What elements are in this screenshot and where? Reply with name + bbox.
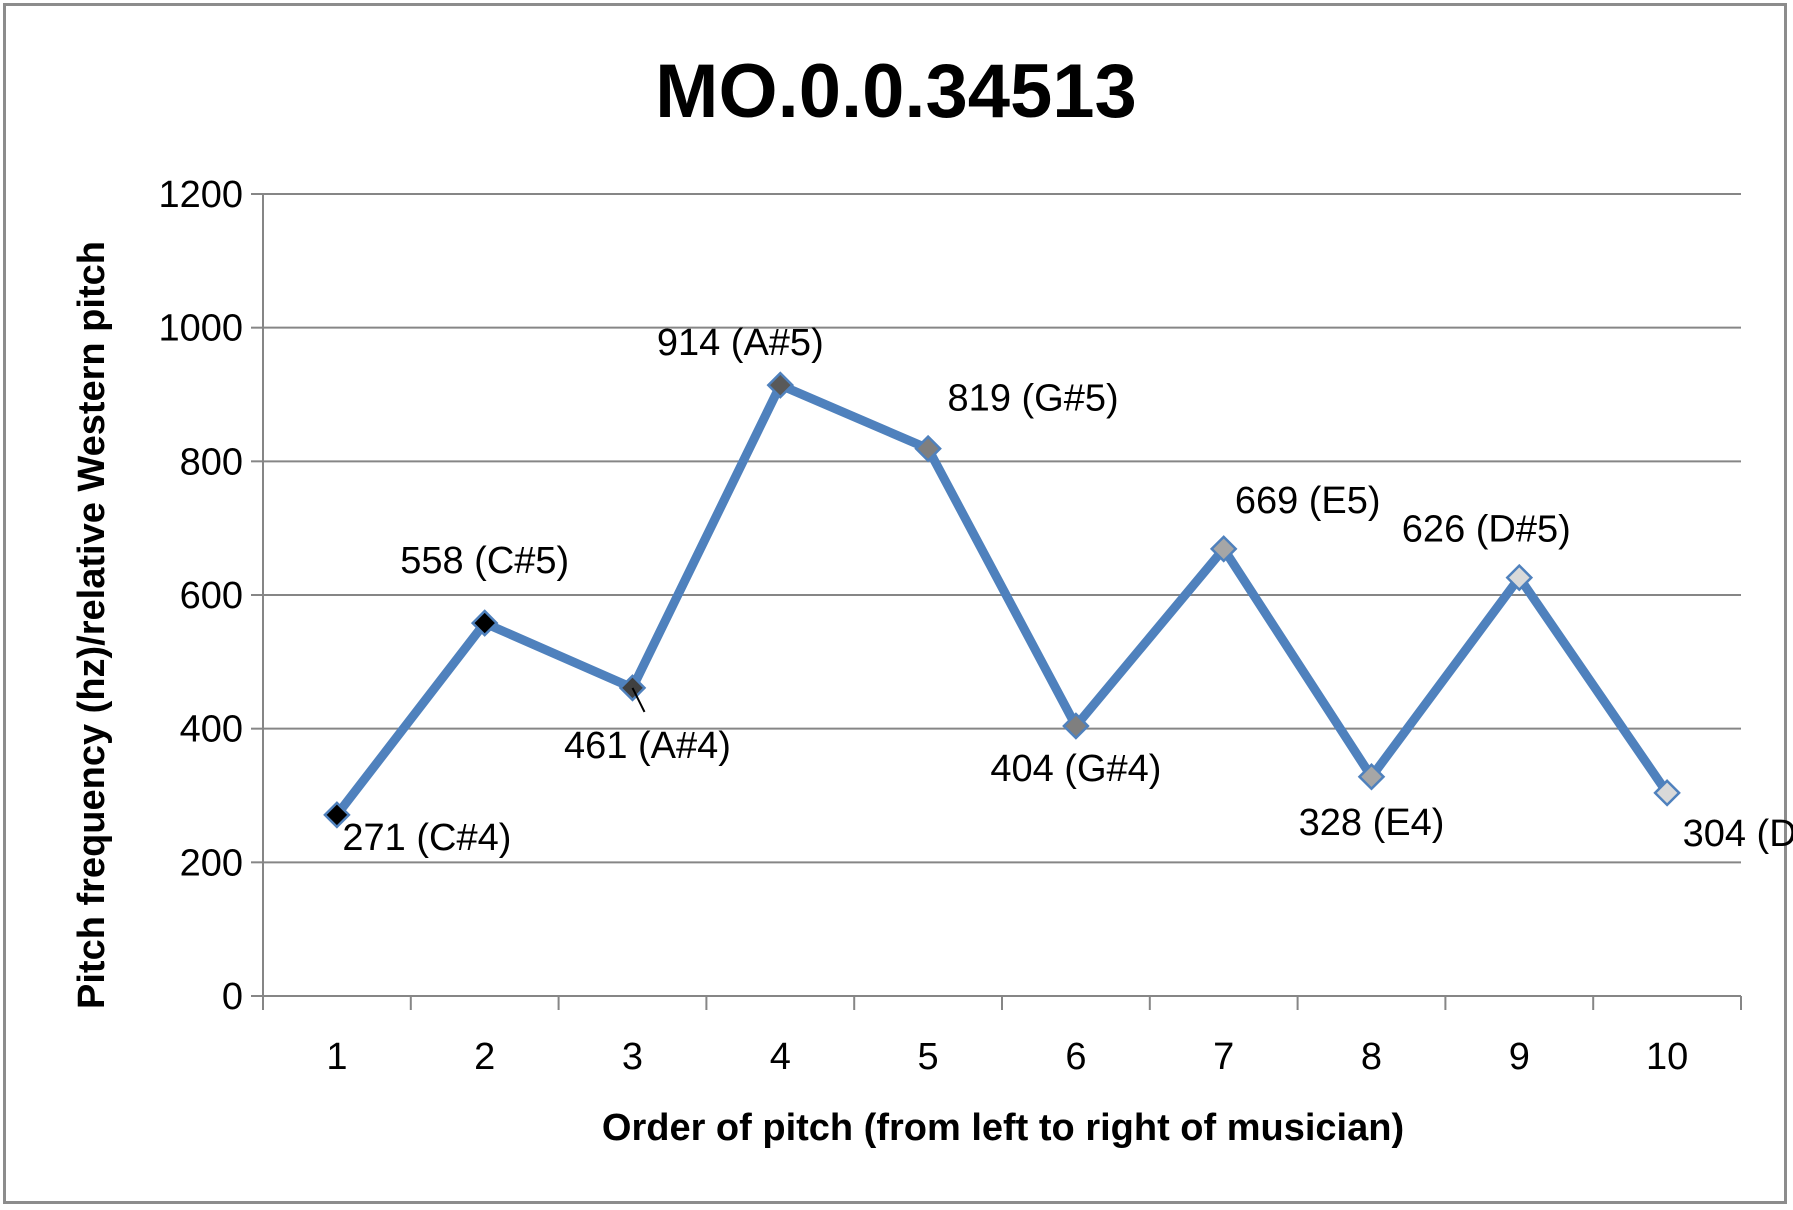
y-tick-label: 400 [180, 709, 243, 751]
series-polyline [332, 380, 1672, 820]
x-axis-label: Order of pitch (from left to right of mu… [602, 1107, 1404, 1149]
data-label: 328 (E4) [1299, 802, 1445, 844]
data-label: 669 (E5) [1235, 480, 1381, 522]
x-tick-label: 8 [1361, 1036, 1382, 1078]
data-point-marker [1505, 563, 1534, 592]
y-tick-label: 200 [180, 842, 243, 884]
series-line [332, 380, 1672, 820]
x-tick-label: 5 [918, 1036, 939, 1078]
y-tick-label: 1000 [158, 308, 243, 350]
x-tick-label: 7 [1213, 1036, 1234, 1078]
data-point-marker [323, 801, 351, 829]
x-tick-label: 3 [622, 1036, 643, 1078]
data-label: 271 (C#4) [342, 817, 511, 859]
x-tick-labels: 1 2 3 4 5 6 7 8 9 10 [326, 1036, 1688, 1078]
x-tick-label: 10 [1646, 1036, 1688, 1078]
y-tick-labels: 0 200 400 600 800 1000 1200 [158, 174, 243, 1018]
axes [251, 193, 1742, 1010]
y-axis-label: Pitch frequency (hz)/relative Western pi… [71, 241, 113, 1009]
gridlines [263, 193, 1741, 864]
x-tick-label: 2 [474, 1036, 495, 1078]
data-label: 626 (D#5) [1402, 509, 1571, 551]
data-label: 461 (A#4) [564, 725, 731, 767]
y-tick-label: 1200 [158, 174, 243, 216]
data-markers [323, 371, 1681, 829]
data-label: 304 (D#4) [1683, 813, 1793, 855]
y-tick-label: 600 [180, 575, 243, 617]
data-point-marker [1062, 712, 1090, 740]
chart-frame [3, 3, 1787, 1204]
x-tick-label: 9 [1509, 1036, 1530, 1078]
x-tick-label: 4 [770, 1036, 791, 1078]
data-point-marker [1653, 779, 1681, 807]
x-tick-label: 1 [326, 1036, 347, 1078]
chart-title: MO.0.0.34513 [655, 49, 1137, 134]
label-leader-line [631, 687, 646, 713]
data-label: 558 (C#5) [400, 540, 569, 582]
data-point-marker [1209, 535, 1238, 563]
x-tick-label: 6 [1065, 1036, 1086, 1078]
data-point-marker [470, 609, 499, 637]
data-label: 404 (G#4) [990, 748, 1161, 790]
data-label: 914 (A#5) [657, 322, 824, 364]
data-point-marker [914, 434, 942, 463]
y-tick-label: 800 [180, 441, 243, 483]
data-labels: 271 (C#4) 558 (C#5) 461 (A#4) 914 (A#5) 819 … [342, 322, 1793, 859]
data-point-marker [1357, 763, 1386, 791]
data-point-marker [766, 371, 795, 399]
data-label: 819 (G#5) [948, 378, 1119, 420]
y-tick-label: 0 [222, 976, 243, 1018]
